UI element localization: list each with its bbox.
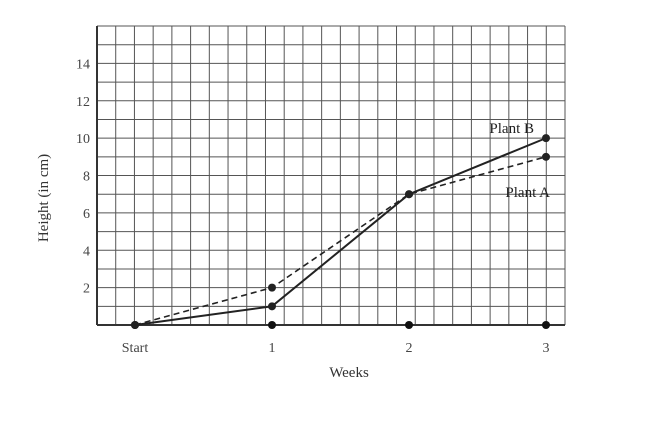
series-label-plant-a: Plant A — [505, 185, 550, 201]
y-tick-label: 14 — [76, 57, 90, 72]
plant-a-point — [131, 321, 139, 329]
axes — [96, 26, 565, 326]
plant-a-point — [542, 152, 550, 161]
y-tick-label: 10 — [76, 132, 90, 147]
plant-b-line — [134, 137, 547, 326]
y-tick-label: 12 — [76, 95, 90, 110]
x-axis-point — [542, 321, 550, 329]
x-axis-title: Weeks — [329, 365, 369, 381]
y-axis-title: Height (in cm) — [36, 154, 52, 242]
series-layer — [131, 134, 550, 329]
y-tick-label: 6 — [83, 207, 90, 222]
x-axis-point — [268, 321, 276, 329]
y-tick-label: 2 — [83, 282, 90, 297]
x-tick-label: Start — [122, 341, 149, 356]
series-label-plant-b: Plant B — [489, 121, 534, 137]
y-tick-label: 8 — [83, 170, 90, 185]
x-tick-label: 2 — [406, 341, 413, 356]
plant-b-point — [542, 134, 550, 143]
x-tick-label: 1 — [269, 341, 276, 356]
plant-a-point — [405, 190, 413, 199]
plant-a-point — [268, 283, 276, 292]
x-axis-point — [405, 321, 413, 329]
x-tick-label: 3 — [543, 341, 550, 356]
grid — [96, 25, 566, 326]
y-tick-label: 4 — [83, 244, 90, 259]
series-labels: Plant B Plant A — [489, 121, 550, 201]
plant-b-point — [268, 302, 276, 311]
y-tick-labels: 2 4 6 8 10 12 14 — [76, 57, 90, 296]
x-tick-labels: Start 1 2 3 — [122, 321, 550, 356]
plant-a-line — [134, 156, 547, 326]
